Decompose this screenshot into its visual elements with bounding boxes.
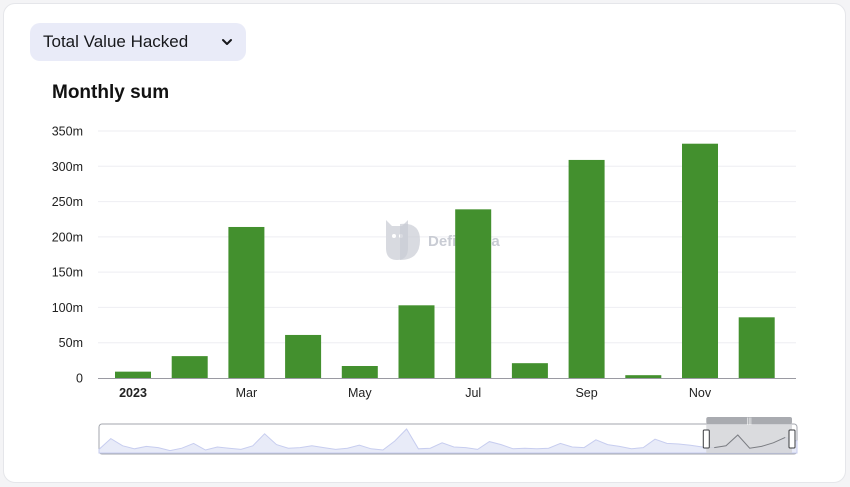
bar-2023-03[interactable] bbox=[228, 226, 265, 378]
y-tick-label: 300m bbox=[52, 160, 83, 174]
y-tick-label: 250m bbox=[52, 195, 83, 209]
bar-2023-01[interactable] bbox=[115, 371, 151, 378]
bars bbox=[115, 143, 775, 378]
zoom-handle-left[interactable] bbox=[702, 429, 710, 449]
metric-dropdown[interactable]: Total Value Hacked bbox=[30, 23, 246, 61]
zoom-slider[interactable]: ||| bbox=[98, 417, 798, 455]
metric-dropdown-label: Total Value Hacked bbox=[43, 32, 189, 51]
y-tick-label: 100m bbox=[52, 301, 83, 315]
zoom-selected-area bbox=[714, 434, 786, 449]
y-tick-label: 50m bbox=[59, 336, 83, 350]
bar-2023-04[interactable] bbox=[285, 334, 322, 378]
y-axis-ticks: 0 50m 100m 150m 200m 250m 300m 350m bbox=[52, 125, 83, 386]
bar-2023-08[interactable] bbox=[511, 363, 548, 378]
x-tick-label: 2023 bbox=[119, 386, 147, 400]
bar-2023-10[interactable] bbox=[625, 375, 662, 378]
x-tick-label: Jul bbox=[465, 386, 481, 400]
x-tick-label: May bbox=[348, 386, 372, 400]
x-tick-label: Mar bbox=[236, 386, 258, 400]
zoom-drag-bar[interactable] bbox=[706, 417, 792, 424]
y-tick-label: 150m bbox=[52, 266, 83, 280]
bar-2023-02[interactable] bbox=[171, 356, 208, 378]
llama-logo-icon bbox=[386, 220, 420, 260]
zoom-selected-window[interactable] bbox=[706, 425, 792, 453]
bar-2023-11[interactable] bbox=[682, 143, 718, 378]
y-tick-label: 350m bbox=[52, 125, 83, 139]
zoom-handle-right[interactable] bbox=[788, 429, 796, 449]
zoom-overview-area bbox=[98, 428, 798, 454]
x-tick-label: Sep bbox=[575, 386, 597, 400]
bar-2023-12[interactable] bbox=[738, 317, 775, 378]
bar-2023-05[interactable] bbox=[341, 366, 378, 378]
x-tick-label: Nov bbox=[689, 386, 712, 400]
bar-2023-06[interactable] bbox=[398, 305, 435, 378]
y-tick-label: 200m bbox=[52, 230, 83, 244]
x-axis-ticks: 2023 Mar May Jul Sep Nov bbox=[119, 386, 712, 400]
zoom-drag-grip: ||| bbox=[746, 418, 752, 425]
bar-2023-09[interactable] bbox=[568, 159, 605, 378]
bar-2023-07[interactable] bbox=[455, 209, 492, 378]
grid-lines bbox=[98, 130, 796, 344]
chart-title: Monthly sum bbox=[52, 82, 170, 103]
y-tick-label: 0 bbox=[76, 372, 83, 386]
chevron-down-icon bbox=[222, 39, 232, 45]
